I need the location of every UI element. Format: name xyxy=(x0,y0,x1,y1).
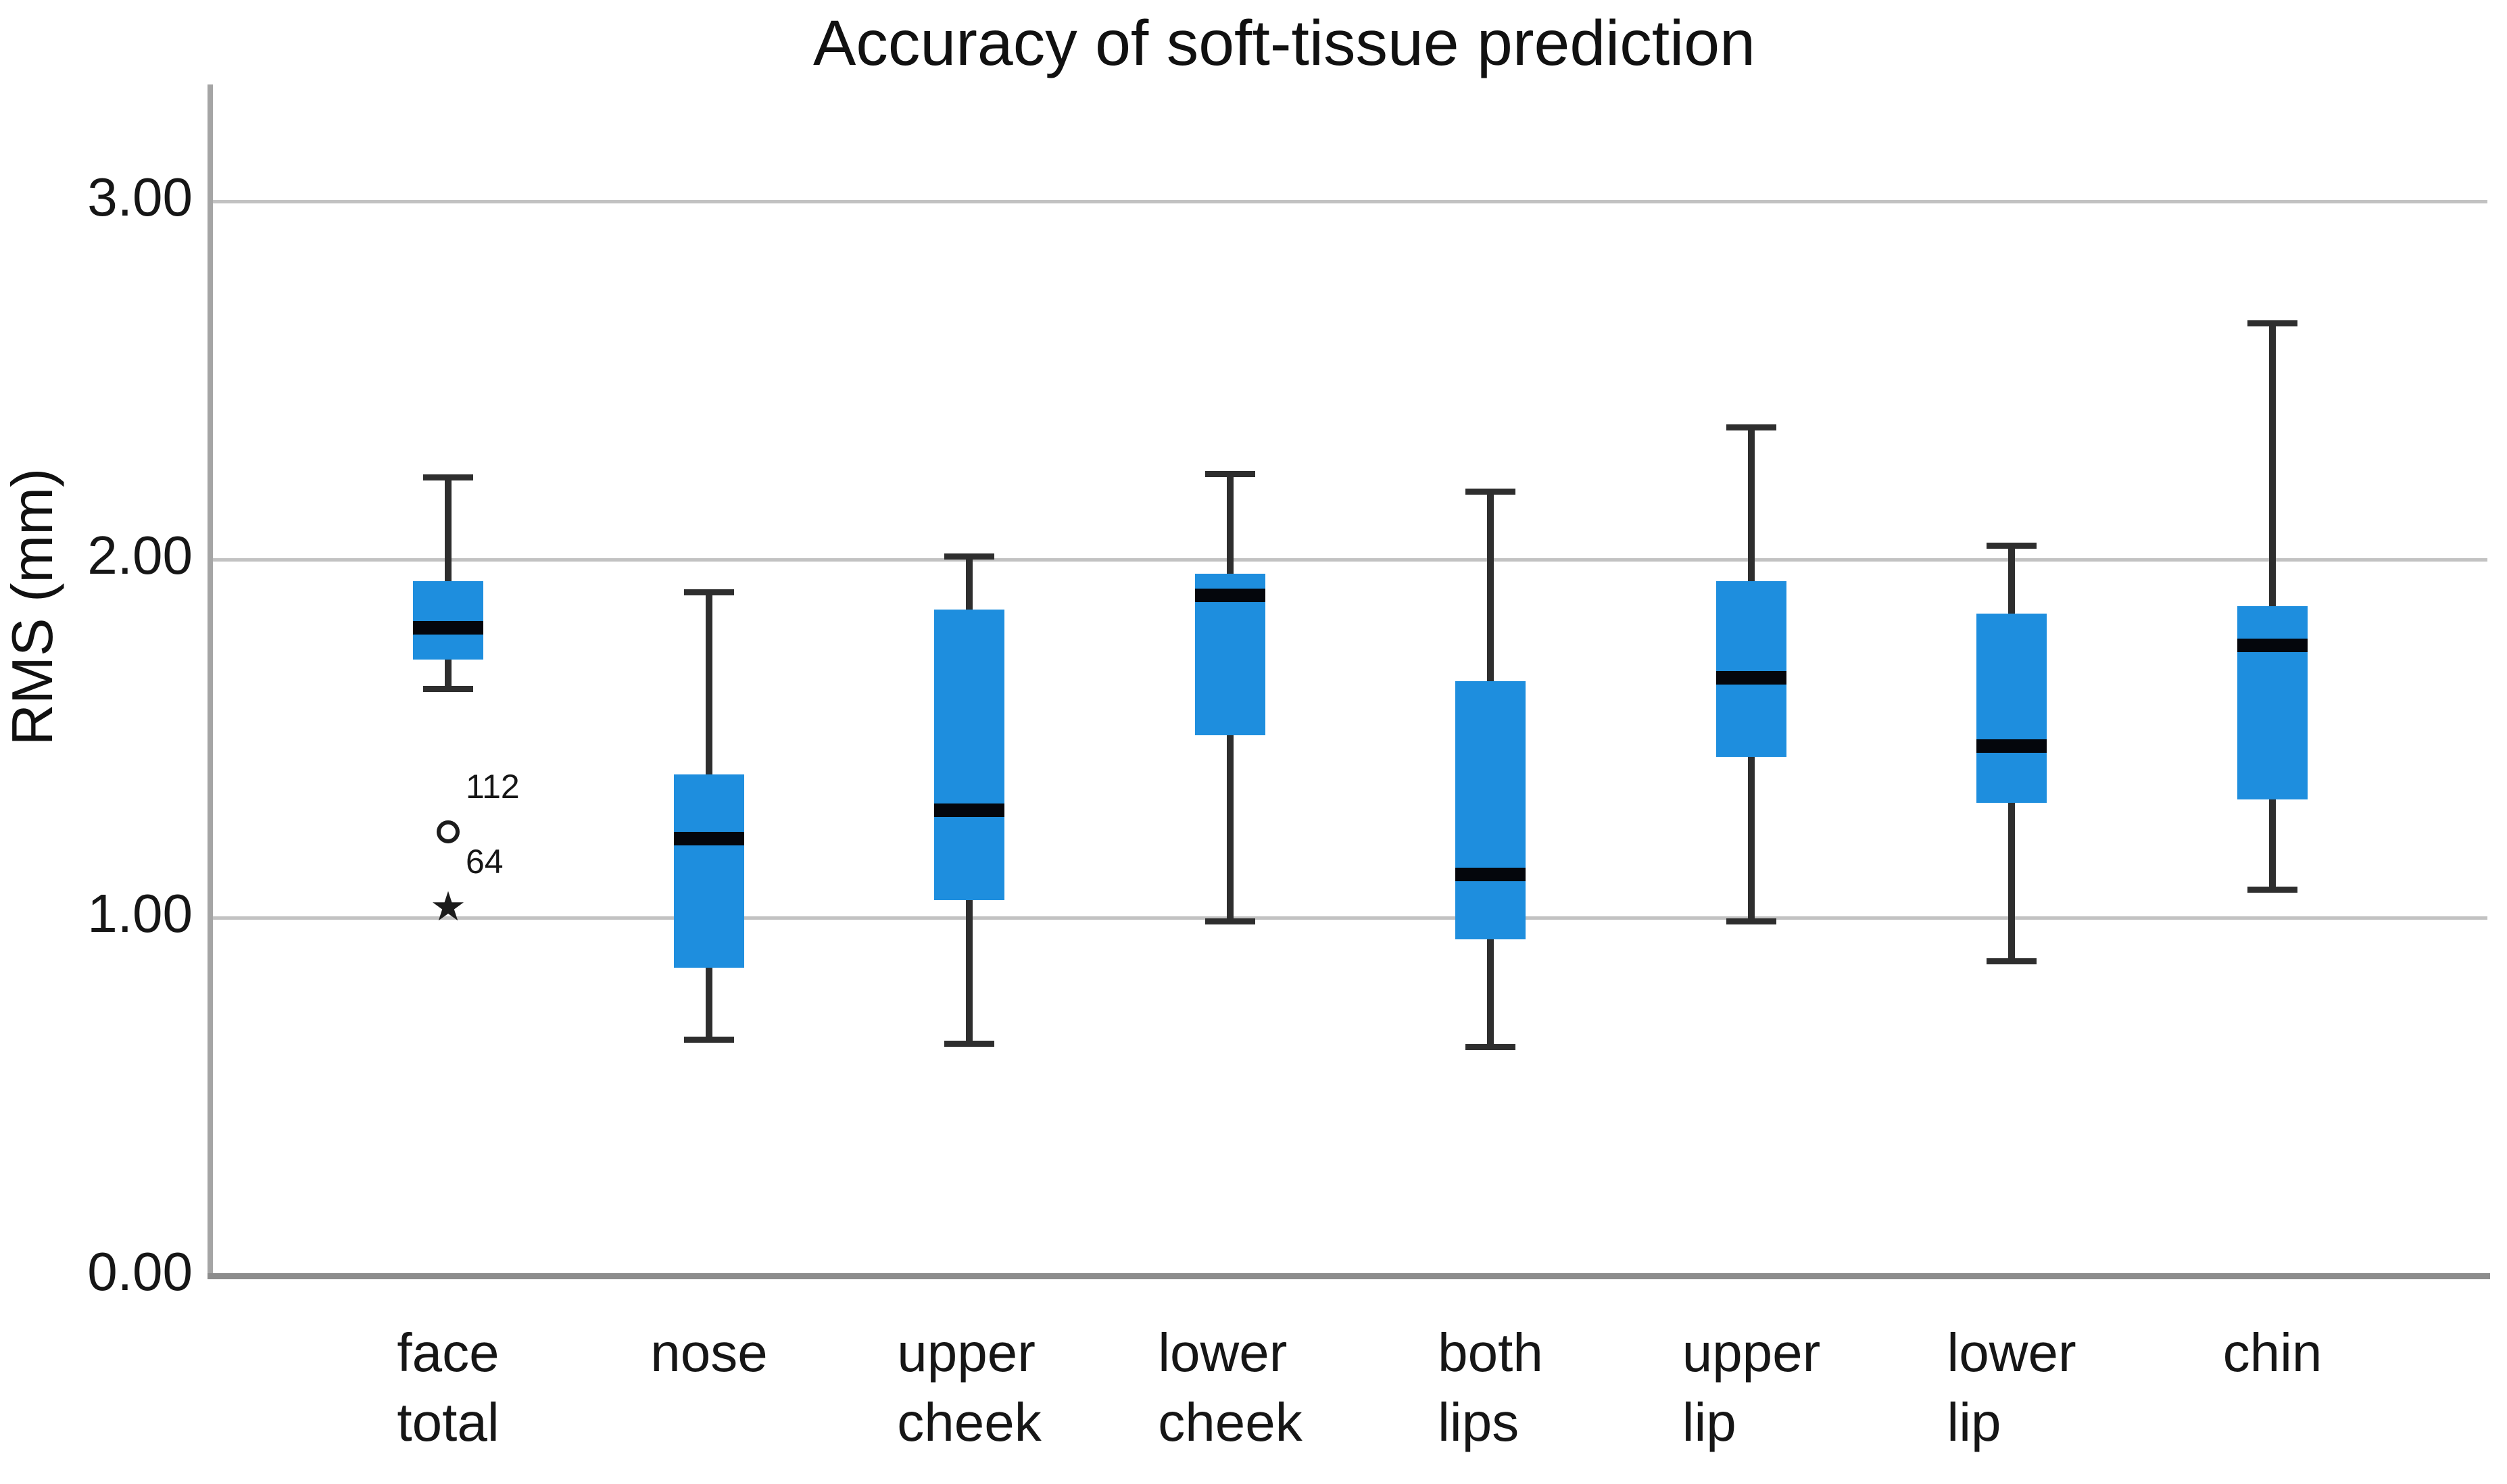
x-category-label-lower-lip: lower lip xyxy=(1947,1322,2076,1452)
upper-whisker-cap xyxy=(1465,489,1515,495)
upper-whisker-line xyxy=(1227,474,1234,574)
median-line xyxy=(1195,589,1265,602)
median-line xyxy=(1716,671,1786,685)
upper-whisker-cap xyxy=(944,553,994,560)
chart-title: Accuracy of soft-tissue prediction xyxy=(813,7,1755,79)
outlier-label-112: 112 xyxy=(466,768,520,806)
box-face-total xyxy=(413,581,483,660)
outlier-star-marker: ★ xyxy=(430,884,466,929)
ytick-label-3.00: 3.00 xyxy=(87,167,193,227)
median-line xyxy=(934,803,1004,817)
box-upper-lip xyxy=(1716,581,1786,757)
lower-whisker-cap xyxy=(684,1037,734,1043)
upper-whisker-cap xyxy=(1205,471,1255,477)
lower-whisker-cap xyxy=(1465,1044,1515,1050)
box-nose xyxy=(674,774,744,968)
lower-whisker-line xyxy=(2269,799,2276,889)
ytick-label-0.00: 0.00 xyxy=(87,1241,193,1302)
y-axis-line xyxy=(208,84,213,1279)
lower-whisker-cap xyxy=(1987,958,2037,964)
x-category-label-both-lips: both lips xyxy=(1438,1322,1543,1452)
upper-whisker-cap xyxy=(684,589,734,595)
lower-whisker-cap xyxy=(423,686,473,692)
lower-whisker-line xyxy=(2008,803,2015,961)
upper-whisker-cap xyxy=(1987,543,2037,549)
lower-whisker-cap xyxy=(2247,887,2297,893)
box-upper-cheek xyxy=(934,610,1004,900)
box-chin xyxy=(2237,606,2308,799)
box-both-lips xyxy=(1455,681,1526,939)
x-category-label-chin: chin xyxy=(2222,1322,2322,1383)
x-category-label-upper-cheek: upper cheek xyxy=(897,1322,1042,1452)
ytick-label-2.00: 2.00 xyxy=(87,525,193,585)
median-line xyxy=(674,832,744,845)
lower-whisker-cap xyxy=(944,1041,994,1047)
x-category-label-lower-cheek: lower cheek xyxy=(1158,1322,1303,1452)
outlier-circle-marker xyxy=(437,820,460,843)
median-line xyxy=(1976,739,2047,753)
box-lower-lip xyxy=(1976,614,2047,803)
upper-whisker-cap xyxy=(2247,320,2297,326)
outlier-label-64: 64 xyxy=(466,843,504,881)
upper-whisker-cap xyxy=(1726,424,1776,430)
lower-whisker-line xyxy=(1748,757,1755,921)
upper-whisker-line xyxy=(2269,323,2276,606)
upper-whisker-line xyxy=(706,592,712,774)
lower-whisker-cap xyxy=(1205,918,1255,924)
lower-whisker-line xyxy=(445,660,452,689)
x-category-label-upper-lip: upper lip xyxy=(1682,1322,1821,1452)
upper-whisker-line xyxy=(2008,545,2015,614)
upper-whisker-line xyxy=(966,556,973,610)
gridline-2.00 xyxy=(210,558,2487,562)
lower-whisker-line xyxy=(1227,735,1234,921)
lower-whisker-cap xyxy=(1726,918,1776,924)
median-line xyxy=(1455,868,1526,881)
lower-whisker-line xyxy=(1487,939,1494,1047)
median-line xyxy=(2237,639,2308,652)
gridline-3.00 xyxy=(210,200,2487,203)
y-axis-title: RMS (mm) xyxy=(1,468,65,746)
upper-whisker-line xyxy=(1487,491,1494,681)
upper-whisker-cap xyxy=(423,474,473,480)
x-category-label-nose: nose xyxy=(650,1322,768,1383)
x-category-label-face-total: face total xyxy=(397,1322,500,1452)
lower-whisker-line xyxy=(966,900,973,1043)
upper-whisker-line xyxy=(445,477,452,581)
upper-whisker-line xyxy=(1748,427,1755,581)
ytick-label-1.00: 1.00 xyxy=(87,883,193,943)
gridline-1.00 xyxy=(210,916,2487,920)
x-axis-line xyxy=(208,1273,2490,1279)
lower-whisker-line xyxy=(706,968,712,1039)
median-line xyxy=(413,621,483,635)
